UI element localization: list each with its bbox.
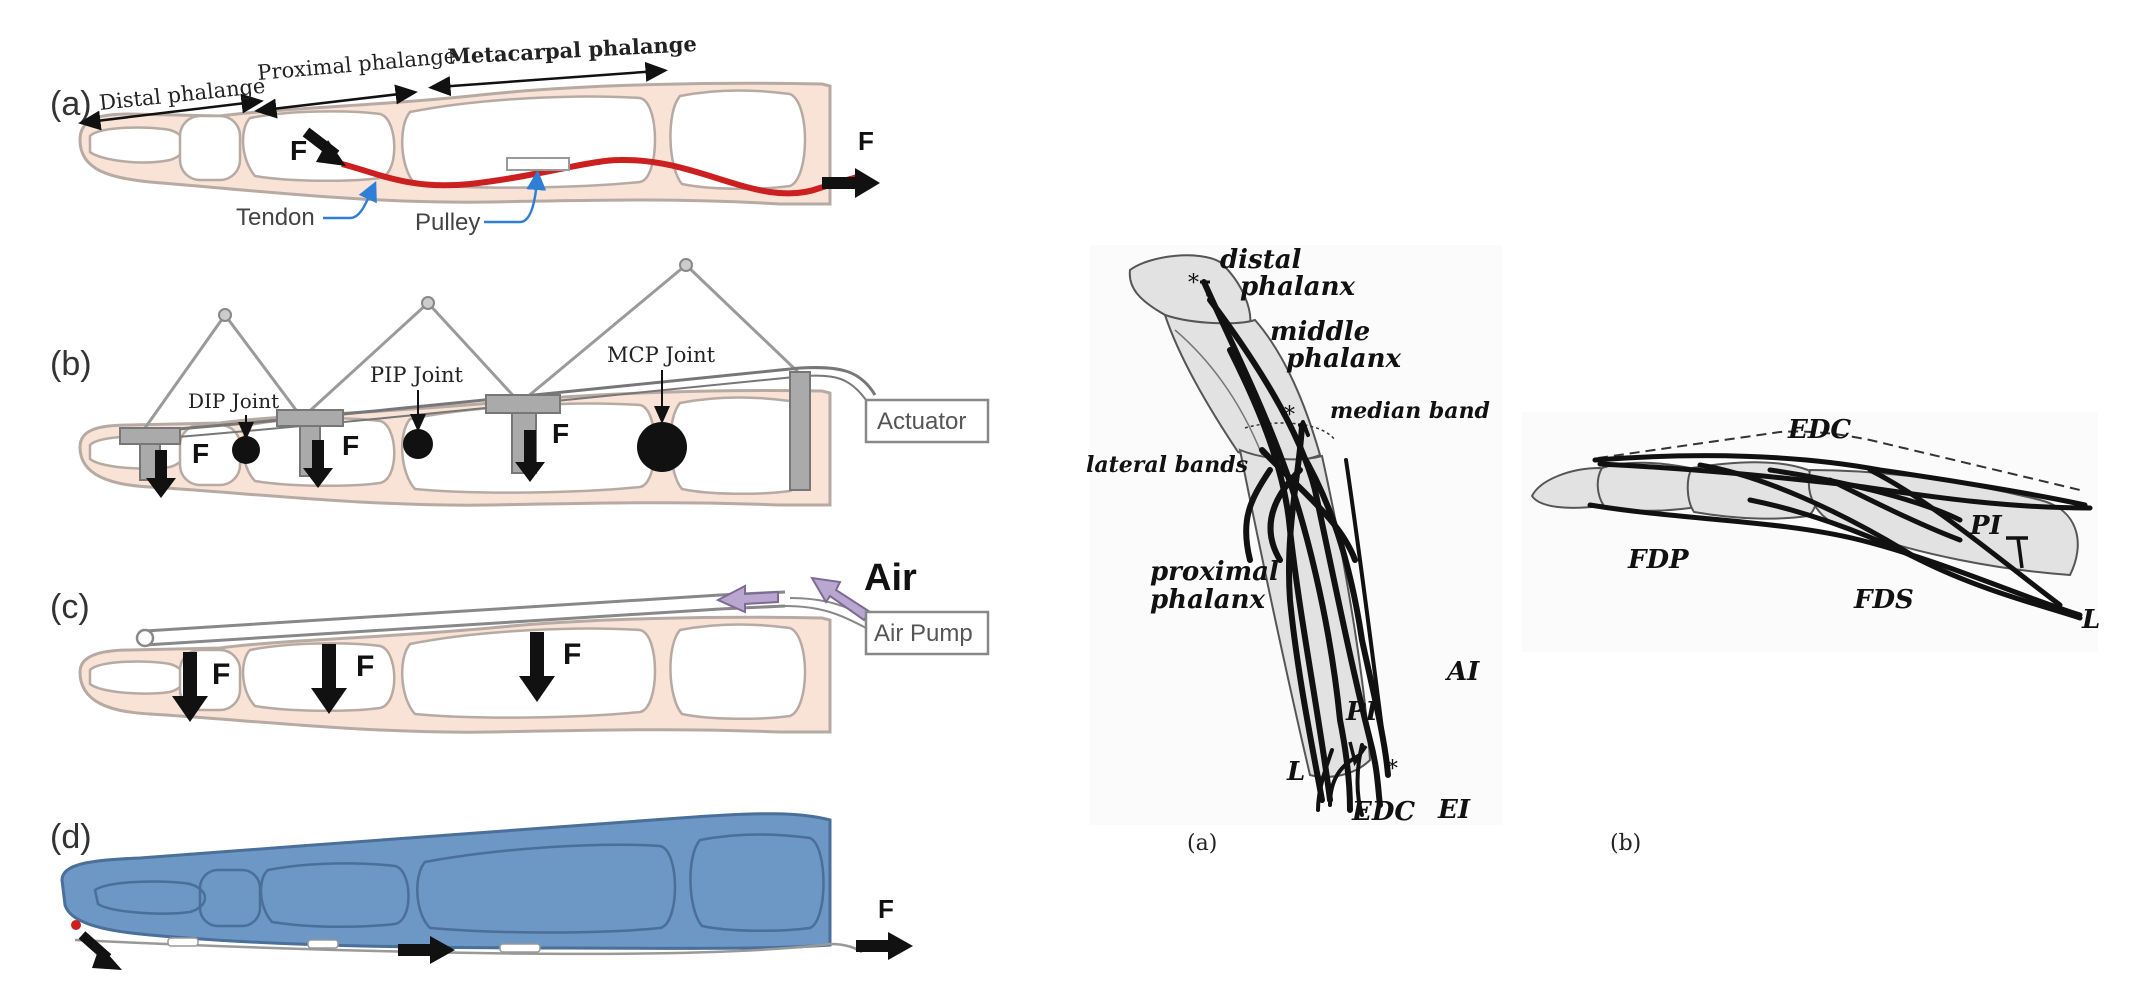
middle-label-line1: middle: [1270, 317, 1370, 347]
force-label-b1: F: [192, 438, 209, 469]
proximal-label-line1: proximal: [1150, 557, 1279, 587]
proximal-dimension-arrow: [254, 84, 418, 119]
fdp-label: FDP: [1627, 545, 1690, 575]
glove-force-label: F: [878, 894, 894, 924]
mcp-joint-label: MCP Joint: [607, 343, 716, 367]
mcp-joint-marker: [637, 422, 687, 472]
tendon-bundle-b: [1587, 453, 2093, 621]
panel-c-pneumatic: (c) Air Air Pump F F F: [50, 557, 990, 734]
middle-bone-b: [1596, 461, 1699, 512]
air-label: Air: [864, 557, 917, 599]
panel-d-glove: (d) F: [50, 812, 913, 970]
panel-b-letter: (b): [50, 345, 92, 383]
median-band-label: median band: [1330, 398, 1490, 424]
middle-label-line2: phalanx: [1286, 344, 1402, 374]
distal-label-line2: phalanx: [1240, 272, 1356, 302]
panel-b-linkage: (b): [50, 258, 990, 507]
asterisk-distal: *: [1188, 271, 1199, 296]
anatomy-a-dorsal-view: * * * distal phalanx middle phalanx medi…: [1086, 245, 1502, 856]
tendon-line: [341, 156, 862, 197]
force-arrow-outer: [822, 177, 858, 189]
tendon-label: Tendon: [236, 204, 315, 231]
edc-label-b: EDC: [1787, 415, 1851, 445]
edc-label-a: EDC: [1351, 797, 1415, 827]
actuator-label: Actuator: [877, 408, 966, 435]
distal-label-line1: distal: [1220, 245, 1302, 275]
dip-joint-marker: [232, 436, 260, 464]
air-flow-arrow-1: [715, 584, 779, 614]
anatomy-b-lateral-view: EDC FDP FDS PI L (b): [1522, 412, 2100, 856]
actuator-box: [864, 398, 990, 444]
lateral-bands-label: lateral bands: [1086, 452, 1248, 478]
distal-dimension-arrow: [78, 93, 264, 131]
pulley-label: Pulley: [415, 209, 480, 236]
pulley-leader: [484, 170, 547, 224]
asterisk-middle: *: [1284, 403, 1295, 428]
caption-b: (b): [1610, 831, 1641, 856]
panel-a-letter: (a): [50, 85, 92, 123]
tendon-leader: [323, 180, 377, 220]
ai-label: AI: [1444, 657, 1480, 687]
air-pump-box: [864, 610, 990, 656]
force-label-b2: F: [342, 430, 359, 461]
actuator-cable: [139, 366, 877, 434]
panel-c-letter: (c): [50, 588, 90, 626]
force-label-c2: F: [356, 650, 374, 683]
force-label-c1: F: [212, 658, 230, 691]
pi-label-a: PI: [1345, 697, 1379, 727]
pi-label-b: PI: [1969, 511, 2003, 541]
dip-joint-label: DIP Joint: [188, 389, 279, 413]
force-arrows-c: [172, 632, 555, 722]
glove-force-arrow-3: [856, 940, 892, 952]
force-label-inner: F: [290, 135, 307, 166]
pip-joint-marker: [403, 429, 433, 459]
l-label-b: L: [2081, 605, 2100, 635]
caption-a: (a): [1187, 831, 1217, 856]
force-arrows-b: [146, 430, 545, 498]
proximal-phalange-label: Proximal phalange: [256, 44, 457, 85]
metacarpal-phalange-label: Metacarpal phalange: [447, 31, 697, 69]
force-label-outer: F: [858, 126, 874, 156]
middle-phalanx-bone: [1163, 313, 1322, 462]
distal-phalange-label: Distal phalange: [98, 74, 266, 115]
panel-a-tendon: (a) F F Distal phalange Proximal phalang…: [50, 31, 880, 236]
asterisk-proximal: *: [1387, 757, 1398, 782]
fds-label: FDS: [1853, 585, 1914, 615]
linkage-frame: [138, 263, 800, 436]
proximal-label-line2: phalanx: [1150, 585, 1266, 615]
force-label-c3: F: [563, 638, 581, 671]
glove-bone-outlines: [93, 833, 825, 934]
metacarpal-dimension-arrow: [428, 61, 668, 97]
pip-joint-label: PIP Joint: [370, 363, 464, 387]
panel-d-letter: (d): [50, 818, 92, 856]
air-pump-label: Air Pump: [874, 620, 973, 647]
ei-label: EI: [1437, 795, 1471, 825]
glove-force-arrow-2: [398, 944, 434, 956]
air-flow-arrow-2: [810, 576, 872, 622]
finger-c: [78, 615, 832, 734]
edc-dashed-outline: [1597, 430, 2081, 491]
l-label-a: L: [1286, 757, 1305, 787]
tendon-bundle-a: [1201, 279, 1391, 813]
pulley: [506, 157, 570, 171]
finger-b: [78, 389, 832, 507]
force-label-b3: F: [552, 418, 569, 449]
